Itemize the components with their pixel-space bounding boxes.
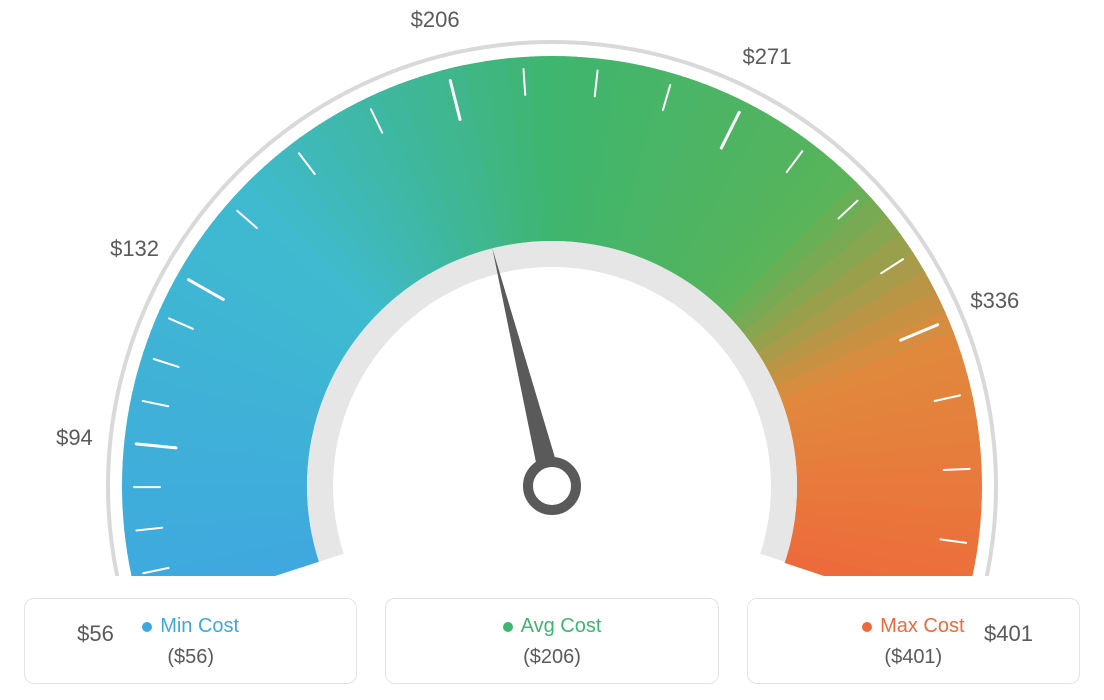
- gauge-tick-label: $271: [743, 44, 792, 70]
- gauge-tick-label: $401: [984, 621, 1033, 647]
- legend-value-avg: ($206): [396, 646, 707, 669]
- legend-row: Min Cost ($56) Avg Cost ($206) Max Cost …: [24, 598, 1080, 684]
- gauge-tick-label: $336: [970, 288, 1019, 314]
- gauge-tick-label: $94: [56, 425, 93, 451]
- gauge-tick-label: $56: [77, 621, 114, 647]
- legend-label-min: Min Cost: [160, 615, 239, 638]
- legend-label-avg: Avg Cost: [521, 615, 602, 638]
- gauge-svg: [24, 16, 1080, 576]
- legend-card-min: Min Cost ($56): [24, 598, 357, 684]
- legend-label-max: Max Cost: [880, 615, 964, 638]
- cost-gauge: $56$94$132$206$271$336$401: [24, 16, 1080, 576]
- legend-value-max: ($401): [758, 646, 1069, 669]
- legend-dot-avg: [503, 622, 513, 632]
- legend-dot-max: [862, 622, 872, 632]
- legend-card-avg: Avg Cost ($206): [385, 598, 718, 684]
- gauge-tick-label: $206: [411, 7, 460, 33]
- gauge-tick-label: $132: [110, 236, 159, 262]
- legend-value-min: ($56): [35, 646, 346, 669]
- legend-dot-min: [142, 622, 152, 632]
